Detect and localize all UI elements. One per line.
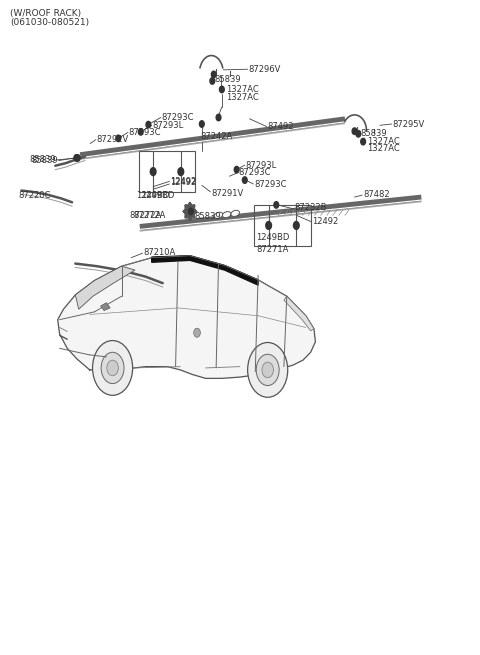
Text: 87242A: 87242A: [201, 132, 233, 141]
Circle shape: [356, 130, 361, 137]
Circle shape: [361, 138, 365, 145]
Polygon shape: [284, 296, 314, 331]
Circle shape: [234, 166, 239, 173]
Text: 85839: 85839: [195, 212, 221, 221]
Text: 87296V: 87296V: [249, 65, 281, 74]
Text: 12492: 12492: [312, 217, 339, 226]
Text: 87293C: 87293C: [129, 128, 161, 137]
Polygon shape: [75, 266, 135, 309]
Circle shape: [74, 155, 79, 161]
Text: 1327AC: 1327AC: [367, 137, 400, 146]
Polygon shape: [152, 255, 258, 285]
Ellipse shape: [231, 210, 240, 216]
Circle shape: [178, 168, 184, 176]
Text: 87292V: 87292V: [97, 135, 129, 144]
Text: 87210A: 87210A: [144, 248, 176, 257]
Circle shape: [248, 343, 288, 398]
Circle shape: [210, 78, 215, 84]
Circle shape: [262, 362, 274, 378]
Text: 12492: 12492: [170, 177, 197, 186]
Circle shape: [150, 168, 156, 176]
Text: 87482: 87482: [363, 190, 390, 199]
Text: 87293C: 87293C: [162, 113, 194, 122]
Bar: [254, 205, 311, 246]
Text: 87220C: 87220C: [18, 191, 50, 200]
Circle shape: [293, 221, 299, 229]
Text: 87291V: 87291V: [211, 189, 244, 198]
Circle shape: [256, 354, 279, 386]
Circle shape: [75, 155, 80, 161]
Circle shape: [199, 121, 204, 127]
Polygon shape: [58, 255, 315, 379]
Text: 85839: 85839: [361, 128, 387, 138]
Circle shape: [107, 360, 118, 376]
Circle shape: [211, 71, 216, 78]
Circle shape: [116, 135, 120, 141]
Circle shape: [146, 121, 151, 128]
Text: 1327AC: 1327AC: [367, 144, 400, 153]
Text: 1249BD: 1249BD: [141, 191, 174, 200]
Text: 85839: 85839: [31, 156, 58, 165]
Text: 1249BD: 1249BD: [256, 233, 289, 242]
Circle shape: [219, 86, 224, 93]
Circle shape: [138, 128, 143, 135]
Circle shape: [266, 221, 272, 229]
Text: 87272A: 87272A: [129, 212, 162, 221]
Circle shape: [189, 208, 193, 215]
Circle shape: [352, 128, 357, 134]
Ellipse shape: [214, 212, 223, 218]
Text: 87293L: 87293L: [246, 160, 277, 170]
Polygon shape: [183, 202, 197, 221]
Text: 87293C: 87293C: [238, 168, 271, 178]
Polygon shape: [183, 202, 197, 221]
Text: 85839: 85839: [30, 155, 56, 164]
Text: 87232B: 87232B: [294, 203, 327, 212]
Text: 1327AC: 1327AC: [226, 85, 258, 94]
Text: 87293L: 87293L: [153, 121, 184, 130]
Circle shape: [93, 341, 132, 396]
Circle shape: [274, 202, 279, 208]
Text: 85839: 85839: [215, 75, 241, 84]
Text: 87271A: 87271A: [256, 246, 288, 254]
Circle shape: [216, 114, 221, 121]
Text: 87295V: 87295V: [393, 119, 425, 128]
Text: 1249BD: 1249BD: [136, 191, 169, 200]
Text: 87492: 87492: [268, 122, 294, 131]
Text: 87272A: 87272A: [133, 212, 166, 221]
Text: (061030-080521): (061030-080521): [10, 18, 89, 28]
Text: 87293C: 87293C: [254, 179, 287, 189]
Text: 1327AC: 1327AC: [226, 93, 258, 102]
Text: 12492: 12492: [170, 178, 197, 187]
Circle shape: [194, 328, 200, 337]
Ellipse shape: [222, 212, 231, 217]
Circle shape: [242, 177, 247, 183]
Bar: [139, 151, 195, 192]
Polygon shape: [101, 303, 110, 310]
Text: (W/ROOF RACK): (W/ROOF RACK): [10, 9, 81, 18]
Circle shape: [101, 352, 124, 384]
